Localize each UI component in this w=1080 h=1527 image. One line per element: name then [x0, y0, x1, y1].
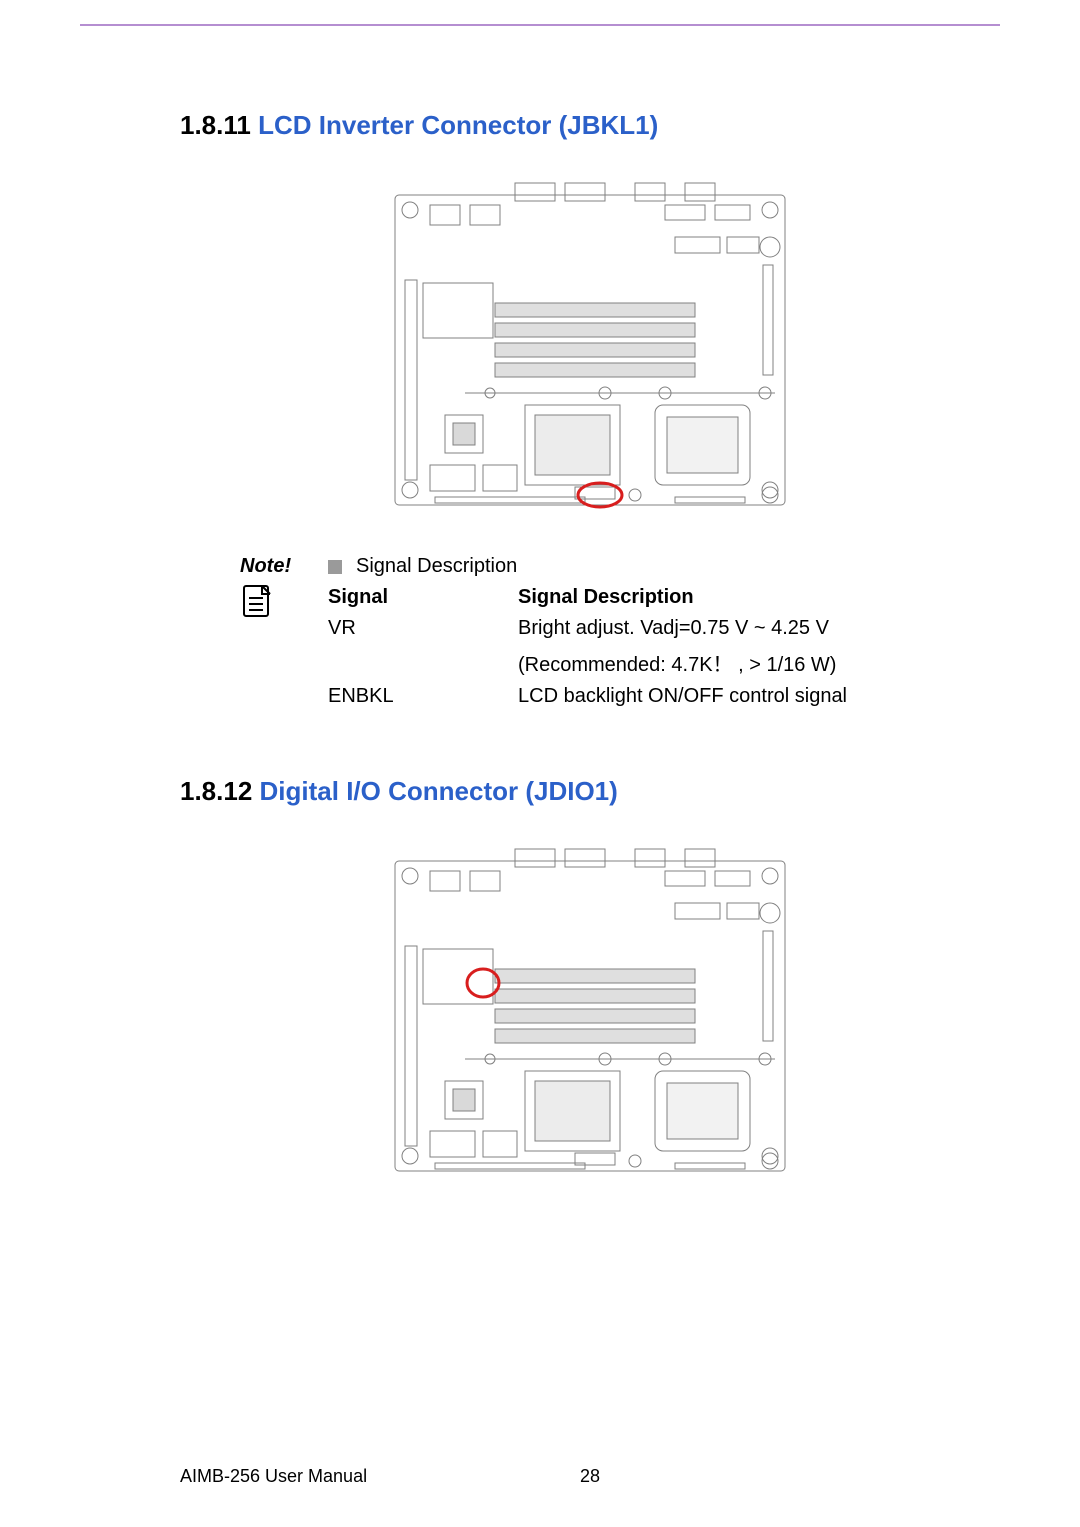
section-heading-1: 1.8.11 LCD Inverter Connector (JBKL1): [180, 110, 1000, 141]
page-footer: AIMB-256 User Manual 28: [180, 1466, 1000, 1487]
table-row: (Recommended: 4.7K！ , > 1/16 W): [328, 648, 1000, 677]
highlight-circle-2: [467, 969, 499, 997]
note-body: Signal Description Signal Signal Descrip…: [328, 555, 1000, 716]
signal-cell-empty: [328, 648, 518, 677]
desc-cell: (Recommended: 4.7K！ , > 1/16 W): [518, 648, 1000, 677]
note-block: Note! Signal Description Signal: [240, 555, 1000, 716]
note-document-icon: [240, 584, 276, 620]
footer-manual: AIMB-256 User Manual: [180, 1466, 560, 1487]
top-rule: [80, 24, 1000, 26]
footer-page-number: 28: [560, 1466, 620, 1487]
note-left-col: Note!: [240, 555, 300, 625]
page: 1.8.11 LCD Inverter Connector (JBKL1): [0, 0, 1080, 1527]
section-number-1: 1.8.11: [180, 110, 251, 140]
signal-header-col1: Signal: [328, 586, 518, 609]
signal-header-col2: Signal Description: [518, 586, 1000, 609]
desc-cell: Bright adjust. Vadj=0.75 V ~ 4.25 V: [518, 617, 1000, 640]
section-title-1: LCD Inverter Connector (JBKL1): [258, 110, 658, 140]
board-figure-1: [375, 165, 805, 525]
section-heading-2: 1.8.12 Digital I/O Connector (JDIO1): [180, 776, 1000, 807]
desc-cell: LCD backlight ON/OFF control signal: [518, 685, 1000, 708]
footer-spacer: [620, 1466, 1000, 1487]
table-row: VR Bright adjust. Vadj=0.75 V ~ 4.25 V: [328, 617, 1000, 640]
signal-table: Signal Signal Description VR Bright adju…: [328, 586, 1000, 708]
table-row: ENBKL LCD backlight ON/OFF control signa…: [328, 685, 1000, 708]
signal-cell: VR: [328, 617, 518, 640]
signal-cell: ENBKL: [328, 685, 518, 708]
section-title-2: Digital I/O Connector (JDIO1): [260, 776, 618, 806]
board-figure-2: [375, 831, 805, 1191]
note-bullet-text: Signal Description: [356, 555, 517, 578]
square-bullet-icon: [328, 560, 342, 574]
note-label: Note!: [240, 555, 300, 578]
section-number-2: 1.8.12: [180, 776, 252, 806]
